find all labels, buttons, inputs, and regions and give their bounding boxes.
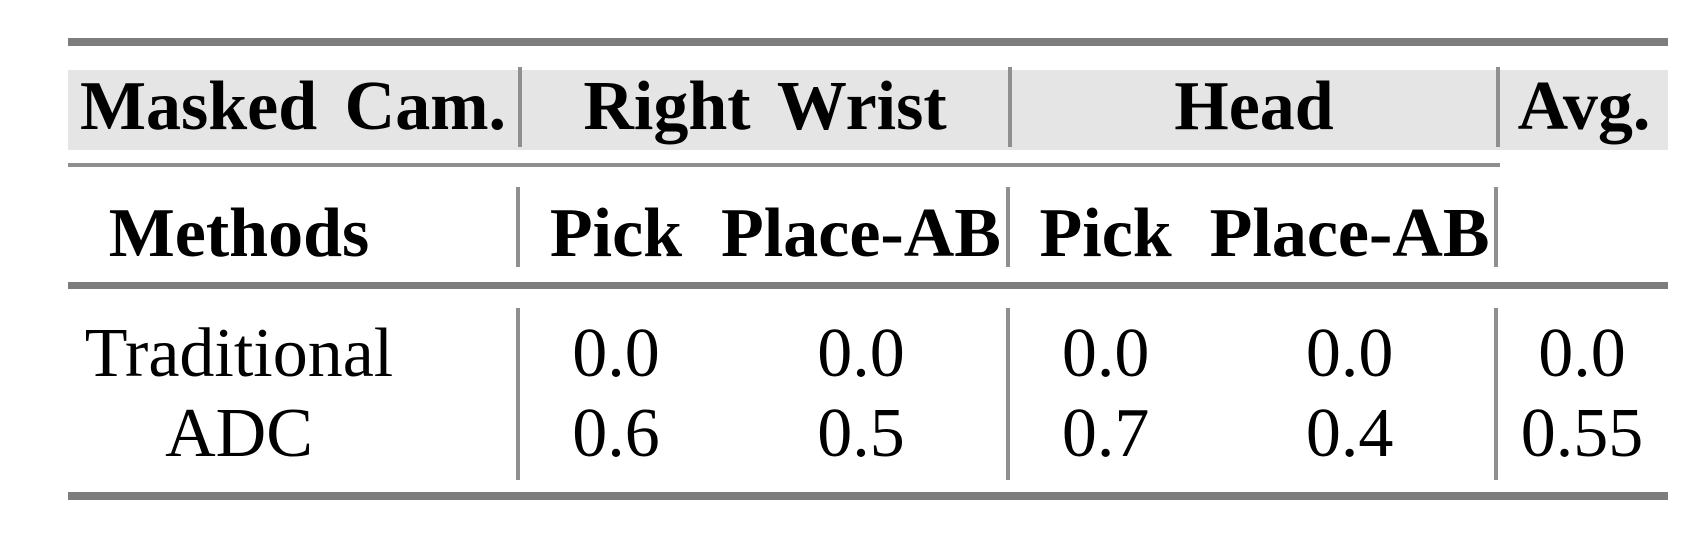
value-cell-wrist-pick: 0.0 [572,315,660,392]
partial-rule-under-header [68,163,1500,167]
avg-empty-cell [1496,167,1668,282]
value-cell-head-pick: 0.7 [1061,394,1150,472]
right-wrist-values: 0.6 0.5 [518,398,1008,492]
column-divider [1494,308,1498,480]
col-header-masked-cam: Masked Cam. [79,68,507,145]
spacer [68,150,1668,163]
value-cell-avg: 0.55 [1520,394,1644,472]
table-row-traditional: Traditional 0.0 0.0 0.0 0.0 0.0 [68,289,1668,399]
subheader-group-head: Pick Place-AB [1008,167,1496,282]
subcol-header-wrist-pick: Pick [549,194,683,272]
head-values: 0.7 0.4 [1008,398,1496,492]
col-header-methods: Methods [108,194,370,272]
col-header-avg: Avg. [1496,67,1668,147]
table-body: Traditional 0.0 0.0 0.0 0.0 0.0 ADC 0.6 … [68,289,1668,492]
subcol-header-wrist-place-ab: Place-AB [721,194,1001,272]
column-divider [1006,187,1010,267]
subcol-header-head-place-ab: Place-AB [1209,194,1490,272]
value-cell-head-place-ab: 0.0 [1305,315,1394,392]
table-bottom-rule [68,492,1668,500]
method-name-cell: ADC [165,394,313,472]
results-table: Masked Cam. Right Wrist Head Avg. Method… [68,38,1668,500]
column-divider [1494,187,1498,267]
table-mid-rule [68,282,1668,289]
table-row-adc: ADC 0.6 0.5 0.7 0.4 0.55 [68,398,1668,492]
group-header-right-wrist: Right Wrist [518,67,1008,147]
right-wrist-values: 0.0 0.0 [518,289,1008,399]
table-top-rule [68,38,1668,46]
value-cell-head-pick: 0.0 [1061,315,1150,392]
group-header-head: Head [1008,67,1496,147]
table-header-row-2: Methods Pick Place-AB Pick Place-AB [68,167,1668,282]
value-cell-avg: 0.0 [1538,315,1626,392]
value-cell-wrist-place-ab: 0.5 [817,394,905,472]
column-divider [1006,308,1010,480]
head-values: 0.0 0.0 [1008,289,1496,399]
table-header-row-1: Masked Cam. Right Wrist Head Avg. [68,67,1668,150]
value-cell-wrist-pick: 0.6 [572,394,660,472]
column-divider [516,187,520,267]
subcol-header-head-pick: Pick [1039,194,1172,272]
method-name-cell: Traditional [84,315,394,392]
subheader-group-right-wrist: Pick Place-AB [518,167,1008,282]
column-divider [516,308,520,480]
value-cell-wrist-place-ab: 0.0 [817,315,905,392]
value-cell-head-place-ab: 0.4 [1305,394,1394,472]
